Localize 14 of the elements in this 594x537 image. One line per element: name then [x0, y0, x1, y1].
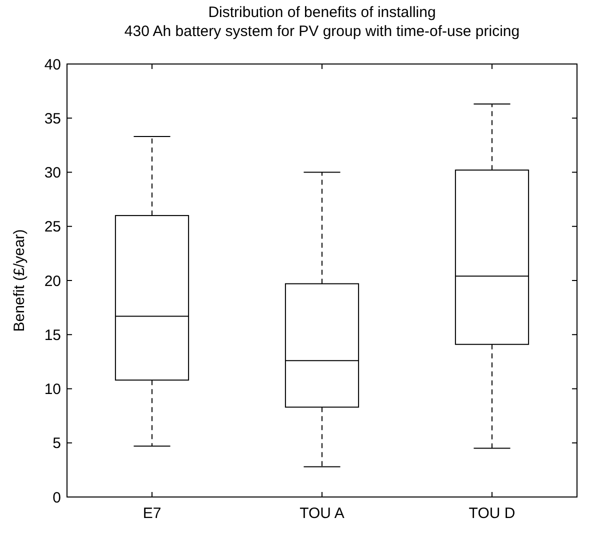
y-tick-label: 25: [44, 218, 61, 236]
y-axis-title: Benefit (£/year): [11, 229, 28, 332]
y-tick-label: 10: [44, 381, 61, 398]
x-tick-label: E7: [142, 505, 162, 522]
y-tick-label: 35: [44, 110, 61, 128]
y-tick-label: 20: [44, 272, 61, 290]
y-tick-label: 30: [44, 164, 61, 182]
x-tick-label: TOU A: [300, 505, 344, 522]
y-tick-label: 40: [44, 56, 61, 74]
y-tick-label: 5: [52, 435, 61, 452]
chart-title: Distribution of benefits of installing 430 Ah battery system for PV group with time-of-use pricing: [124, 4, 520, 40]
x-tick-label: TOU D: [468, 505, 516, 522]
y-tick-label: 0: [52, 489, 61, 506]
y-tick-label: 15: [44, 326, 61, 344]
